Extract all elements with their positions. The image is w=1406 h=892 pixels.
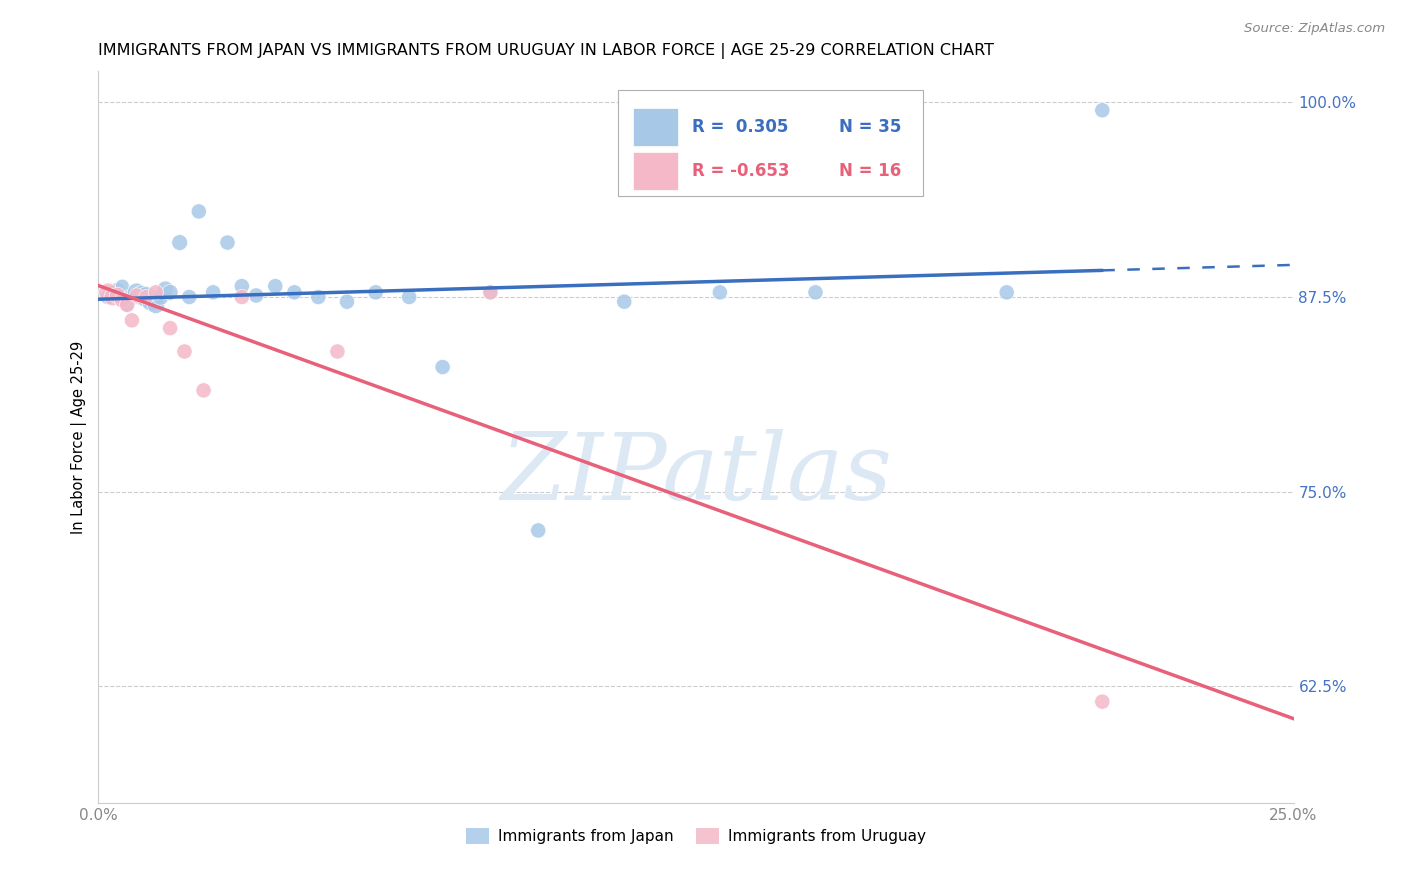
Point: [135, 290, 157, 304]
Point: [125, 288, 148, 302]
Point: [101, 285, 124, 300]
Point: [97, 290, 120, 304]
Point: [187, 204, 209, 219]
Point: [159, 321, 181, 335]
FancyBboxPatch shape: [633, 152, 678, 190]
Y-axis label: In Labor Force | Age 25-29: In Labor Force | Age 25-29: [72, 341, 87, 533]
Point: [179, 290, 201, 304]
Point: [479, 285, 502, 300]
Point: [307, 290, 329, 304]
Point: [398, 290, 420, 304]
FancyBboxPatch shape: [619, 90, 922, 195]
Point: [231, 290, 253, 304]
Point: [139, 294, 162, 309]
Text: IMMIGRANTS FROM JAPAN VS IMMIGRANTS FROM URUGUAY IN LABOR FORCE | AGE 25-29 CORR: IMMIGRANTS FROM JAPAN VS IMMIGRANTS FROM…: [98, 43, 994, 59]
Text: Source: ZipAtlas.com: Source: ZipAtlas.com: [1244, 22, 1385, 36]
Point: [149, 290, 172, 304]
Text: N = 16: N = 16: [839, 161, 901, 180]
Point: [145, 298, 167, 312]
Point: [101, 290, 124, 304]
Text: N = 35: N = 35: [839, 118, 901, 136]
Point: [479, 285, 502, 300]
Point: [432, 359, 454, 374]
Point: [169, 235, 191, 250]
Point: [145, 285, 167, 300]
Point: [527, 524, 550, 538]
Point: [131, 288, 153, 302]
Point: [135, 290, 157, 304]
Point: [231, 279, 253, 293]
Point: [115, 298, 138, 312]
Point: [264, 279, 287, 293]
Point: [107, 288, 129, 302]
Text: ZIPatlas: ZIPatlas: [501, 429, 891, 518]
FancyBboxPatch shape: [633, 108, 678, 146]
Point: [336, 294, 359, 309]
Point: [125, 285, 148, 300]
Point: [115, 298, 138, 312]
Point: [995, 285, 1018, 300]
Point: [97, 285, 120, 300]
Point: [217, 235, 239, 250]
Point: [613, 294, 636, 309]
Point: [1091, 103, 1114, 118]
Point: [283, 285, 305, 300]
Point: [245, 288, 267, 302]
Point: [364, 285, 387, 300]
Point: [111, 293, 134, 307]
Point: [709, 285, 731, 300]
Text: R = -0.653: R = -0.653: [692, 161, 790, 180]
Point: [1091, 695, 1114, 709]
Point: [121, 290, 143, 304]
Legend: Immigrants from Japan, Immigrants from Uruguay: Immigrants from Japan, Immigrants from U…: [460, 822, 932, 850]
Point: [804, 285, 827, 300]
Point: [155, 282, 177, 296]
Point: [159, 285, 181, 300]
Point: [107, 282, 129, 296]
Text: R =  0.305: R = 0.305: [692, 118, 789, 136]
Point: [173, 344, 195, 359]
Point: [121, 313, 143, 327]
Point: [326, 344, 349, 359]
Point: [193, 384, 215, 398]
Point: [111, 279, 134, 293]
Point: [202, 285, 225, 300]
